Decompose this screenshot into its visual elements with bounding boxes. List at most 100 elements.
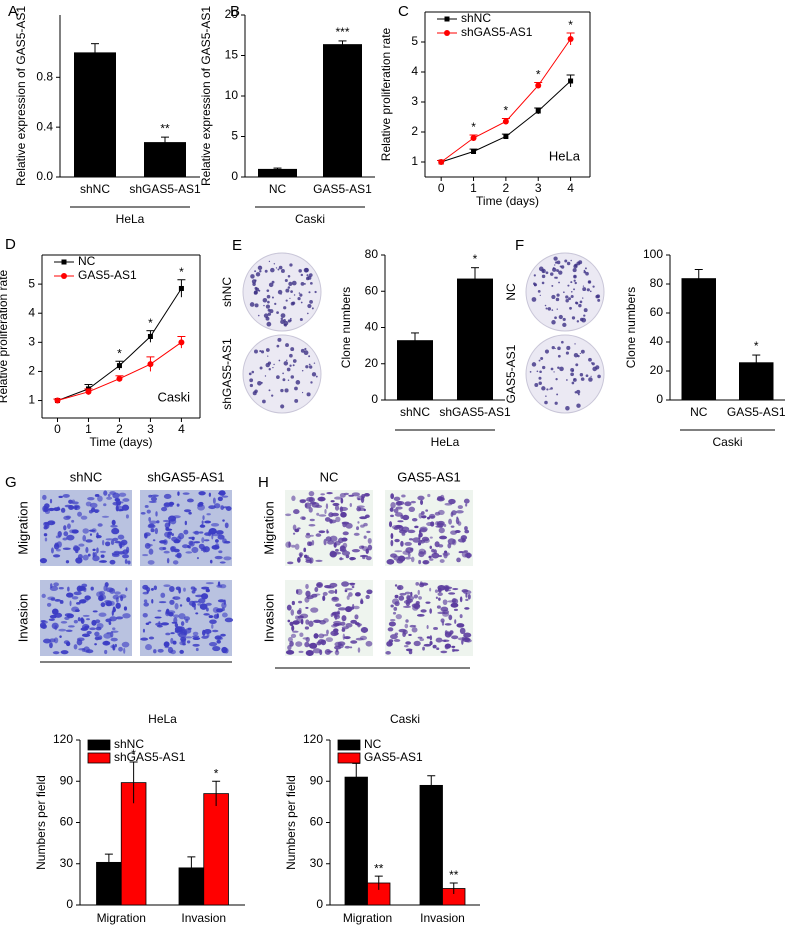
cell-texture <box>203 613 210 616</box>
cell-texture <box>353 532 360 536</box>
cell-texture <box>186 498 194 503</box>
cell-texture <box>186 597 191 603</box>
x-tick-label: Migration <box>97 911 146 925</box>
colony <box>538 376 542 380</box>
cell-texture <box>148 621 152 624</box>
cell-texture <box>417 542 422 546</box>
cell-texture <box>115 602 121 609</box>
cell-texture <box>393 606 398 611</box>
colony <box>580 349 585 354</box>
colony <box>308 363 311 366</box>
bar <box>681 278 716 400</box>
cell-texture <box>163 641 170 648</box>
colony <box>566 261 571 266</box>
cell-texture <box>365 594 370 600</box>
colony <box>554 316 557 320</box>
cell-texture <box>165 608 170 615</box>
colony <box>577 393 580 396</box>
legend-label: shNC <box>114 737 144 751</box>
cell-texture <box>206 513 211 516</box>
colony <box>263 313 269 318</box>
cell-texture <box>391 598 400 605</box>
cell-texture <box>148 500 157 503</box>
cell-texture <box>408 633 412 637</box>
cell-texture <box>85 501 92 507</box>
cell-texture <box>335 603 342 607</box>
cell-texture <box>85 539 93 543</box>
cell-texture <box>161 506 168 512</box>
x-tick-label: NC <box>690 405 708 419</box>
cell-texture <box>162 547 167 550</box>
cell-texture <box>333 541 337 546</box>
cell-texture <box>348 494 355 497</box>
cell-texture <box>367 537 372 544</box>
cell-texture <box>76 639 83 646</box>
cell-texture <box>459 614 463 619</box>
cell-texture <box>318 530 326 534</box>
cell-texture <box>204 539 210 542</box>
colony <box>290 375 295 379</box>
cell-texture <box>433 549 437 555</box>
colony <box>260 350 265 354</box>
colony <box>268 260 271 263</box>
colony <box>291 301 296 305</box>
cell-texture <box>291 495 296 501</box>
bar <box>74 52 116 178</box>
colony <box>555 276 558 279</box>
cell-texture <box>54 599 61 602</box>
cell-texture <box>407 529 416 534</box>
colony <box>313 362 316 364</box>
cell-texture <box>98 612 107 617</box>
cell-texture <box>53 582 59 587</box>
cell-texture <box>357 521 360 524</box>
colony <box>588 377 593 382</box>
cell-texture <box>148 636 155 640</box>
colony <box>266 289 270 293</box>
group-label: HeLa <box>116 212 145 226</box>
cell-texture <box>363 535 367 539</box>
cell-texture <box>341 521 350 525</box>
y-tick-label: 60 <box>60 815 74 829</box>
colony <box>254 286 258 290</box>
colony <box>294 386 298 391</box>
cell-texture <box>198 598 206 604</box>
colony <box>287 286 291 289</box>
cell-texture <box>183 616 191 621</box>
significance: * <box>473 252 478 266</box>
cell-texture <box>50 583 53 589</box>
cell-texture <box>171 533 174 536</box>
cell-texture <box>84 625 90 629</box>
panel-letter: D <box>5 236 16 253</box>
cell-texture <box>148 548 154 555</box>
cell-texture <box>393 639 401 642</box>
cell-texture <box>164 522 170 529</box>
cell-texture <box>76 602 81 605</box>
group-label: Caski <box>295 212 325 226</box>
y-axis-label: Relative proliferation rate <box>0 269 10 403</box>
cell-texture <box>220 505 225 510</box>
cell-texture <box>410 591 413 597</box>
colony <box>541 281 545 285</box>
cell-texture <box>456 557 461 563</box>
cell-texture <box>60 507 66 513</box>
cell-texture <box>439 535 448 540</box>
series-line <box>57 288 182 402</box>
cell-texture <box>294 543 300 550</box>
cell-texture <box>341 537 348 542</box>
colony <box>554 276 557 279</box>
colony <box>276 344 280 348</box>
significance: * <box>504 104 509 118</box>
colony <box>306 274 309 277</box>
cell-texture <box>290 633 297 639</box>
cell-texture <box>217 599 225 603</box>
cell-texture <box>322 595 326 602</box>
colony <box>574 343 576 345</box>
cell-texture <box>305 606 309 609</box>
cell-texture <box>68 499 73 504</box>
cell-texture <box>350 582 355 587</box>
cell-texture <box>205 582 214 585</box>
cell-texture <box>195 647 199 652</box>
annotation: HeLa <box>549 148 581 163</box>
cell-texture <box>458 550 464 554</box>
colony <box>565 405 570 411</box>
